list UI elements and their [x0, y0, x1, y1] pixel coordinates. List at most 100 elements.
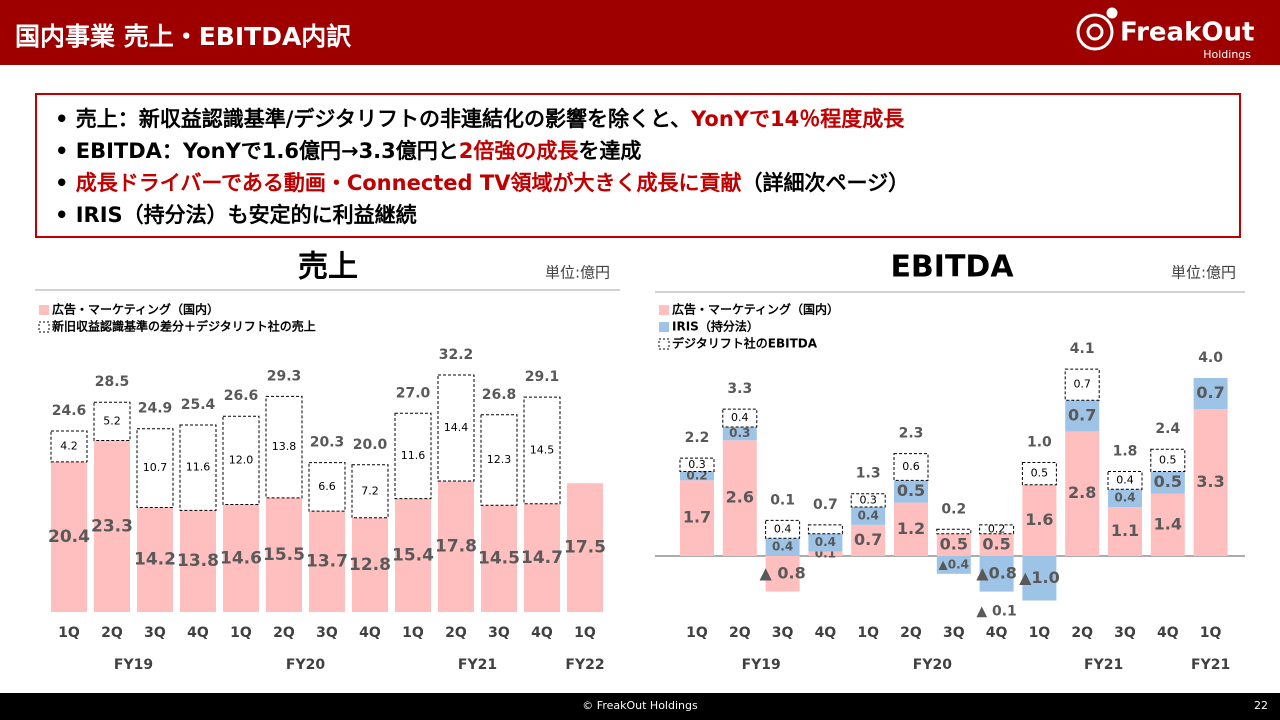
bar-segment [1022, 484, 1057, 556]
x-tick-label: 1Q [686, 625, 708, 641]
value-label: 0.3 [729, 426, 750, 440]
value-label: 0.5 [940, 534, 968, 553]
total-label: 32.2 [439, 347, 474, 363]
unit-label: 単位:億円 [545, 264, 610, 282]
value-label: 4.2 [60, 439, 78, 452]
legend-label: 広告・マーケティング（国内） [672, 302, 839, 317]
chart-title: EBITDA [890, 250, 1014, 285]
bullet-text: IRIS（持分法）も安定的に利益継続 [75, 203, 417, 227]
bar-segment [222, 415, 260, 506]
x-tick-label: 3Q [316, 625, 338, 641]
bullet-text: 売上：新収益認識基準/デジタリフトの非連結化の影響を除くと、 [75, 107, 692, 131]
bar-segment [808, 533, 843, 552]
x-tick-label: 1Q [230, 625, 252, 641]
logo-text: FreakOut [1120, 18, 1254, 48]
value-label: 20.4 [48, 527, 90, 547]
bar-segment [765, 538, 800, 556]
group-label: FY20 [913, 657, 952, 673]
x-tick-label: 1Q [857, 625, 879, 641]
page-number: 22 [1254, 699, 1268, 712]
legend-swatch [659, 322, 669, 332]
x-tick-label: 2Q [900, 625, 922, 641]
bar-segment [137, 507, 173, 612]
x-tick-label: 4Q [1157, 625, 1179, 641]
bullet-text: を達成 [578, 139, 642, 163]
value-label: 14.4 [444, 421, 469, 434]
value-label: 0.6 [902, 460, 920, 473]
bar-segment [936, 556, 971, 574]
bullet-text: 2倍強の成長 [458, 139, 579, 163]
header-band [0, 0, 1280, 65]
x-tick-label: 3Q [772, 625, 794, 641]
total-label: 1.3 [856, 466, 881, 482]
bar-segment [1150, 471, 1185, 494]
value-label: 7.2 [361, 484, 379, 497]
logo-icon [1076, 7, 1118, 51]
bar-segment [765, 556, 800, 592]
value-label: 14.6 [220, 548, 262, 568]
value-label: ▲1.0 [1019, 568, 1060, 587]
bar-segment [352, 517, 388, 612]
value-label: 0.5 [1031, 467, 1049, 480]
legend-label: 新旧収益認識基準の差分＋デジタリフト社の売上 [52, 319, 316, 334]
total-label: 0.2 [941, 501, 966, 517]
total-label: ▲ 0.1 [976, 604, 1016, 620]
bar-segment [180, 510, 216, 612]
bar-segment [722, 408, 758, 428]
value-label: 1.6 [1025, 510, 1053, 529]
value-label: 0.3 [859, 493, 877, 506]
value-label: 13.8 [177, 551, 219, 571]
legend-swatch [39, 305, 49, 315]
total-label: 0.7 [813, 497, 838, 513]
bar-segment [93, 401, 131, 442]
total-label: 29.3 [267, 368, 302, 384]
bar-segment [480, 414, 518, 506]
bar-segment [979, 524, 1015, 535]
value-label: 0.5 [1154, 472, 1182, 491]
bar-segment [1065, 400, 1100, 432]
value-label: 0.4 [774, 522, 792, 535]
value-label: 14.5 [478, 549, 520, 569]
bar-segment [1108, 489, 1142, 508]
value-label: 0.5 [897, 481, 925, 500]
total-label: 3.3 [727, 381, 752, 397]
x-tick-label: 1Q [574, 625, 596, 641]
x-tick-label: 3Q [1114, 625, 1136, 641]
bar-segment [394, 412, 432, 500]
total-label: 2.2 [685, 430, 710, 446]
bullet-text: YonYで14％程度成長 [691, 107, 905, 131]
bar-segment [1064, 368, 1100, 401]
bullet-box: 売上：新収益認識基準/デジタリフトの非連結化の影響を除くと、YonYで14％程度… [35, 93, 1241, 238]
value-label: 0.5 [1159, 453, 1177, 466]
value-label: 10.7 [143, 461, 168, 474]
group-label: FY21 [458, 657, 497, 673]
total-label: 1.8 [1113, 443, 1138, 459]
value-label: 13.7 [306, 552, 348, 572]
bar-segment [680, 471, 714, 481]
footer-band [0, 693, 1280, 720]
total-label: 26.6 [224, 388, 259, 404]
x-tick-label: 1Q [1200, 625, 1222, 641]
group-label: FY21 [1084, 657, 1123, 673]
value-label: 14.7 [521, 548, 563, 568]
bar-segment [266, 497, 302, 612]
x-tick-label: 2Q [101, 625, 123, 641]
total-label: 26.8 [482, 387, 517, 403]
x-tick-label: 4Q [815, 625, 837, 641]
value-label: 0.2 [988, 522, 1006, 535]
bar-segment [223, 504, 259, 612]
value-label: 0.3 [688, 458, 706, 471]
bullet-text: EBITDA：YonYで1.6億円→3.3億円と [75, 139, 459, 163]
legend-swatch [659, 305, 669, 315]
value-label: 11.6 [186, 461, 211, 474]
bar-segment [1193, 378, 1228, 410]
bullet: IRIS（持分法）も安定的に利益継続 [55, 199, 1239, 231]
value-label: 0.4 [858, 508, 879, 522]
value-label: 0.2 [686, 468, 707, 482]
bar-segment [1193, 409, 1228, 556]
total-label: 2.4 [1155, 421, 1180, 437]
total-label: 20.0 [353, 437, 388, 453]
value-label: 0.7 [854, 530, 882, 549]
bar-segment [51, 461, 87, 612]
